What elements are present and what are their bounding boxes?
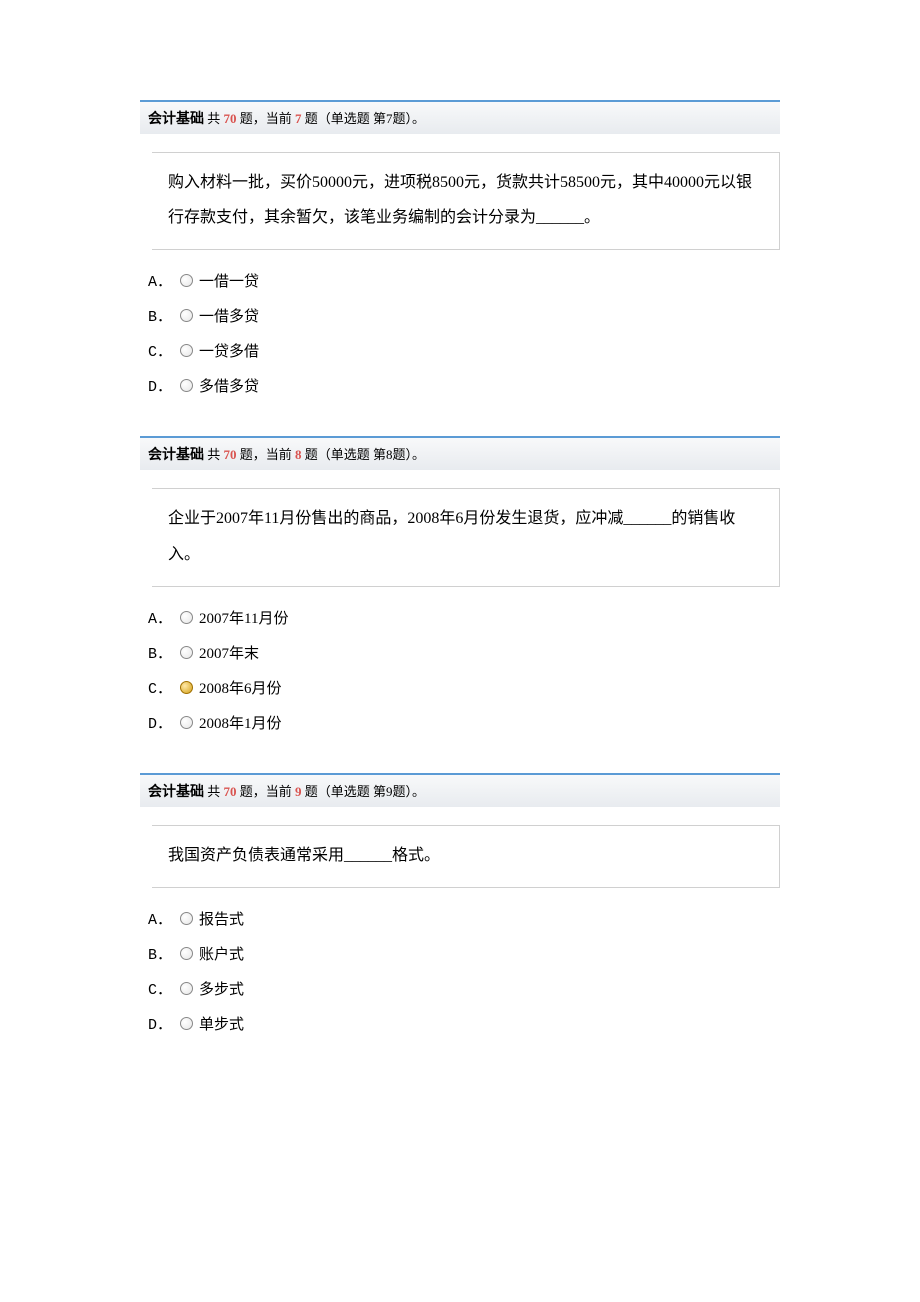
options-list: A． 报告式 B． 账户式 C． 多步式 D． 单步式 <box>140 908 780 1034</box>
option-row[interactable]: A． 一借一贷 <box>148 270 780 291</box>
option-text: 一借一贷 <box>199 270 259 291</box>
question-header-bar: 会计基础 共 70 题，当前 8 题（单选题 第8题）。 <box>140 436 780 470</box>
total-count: 70 <box>224 447 237 462</box>
option-row[interactable]: B． 账户式 <box>148 943 780 964</box>
option-letter: A． <box>148 908 176 929</box>
total-suffix: 题，当前 <box>237 447 296 462</box>
options-list: A． 一借一贷 B． 一借多贷 C． 一贷多借 D． 多借多贷 <box>140 270 780 396</box>
option-text: 账户式 <box>199 943 244 964</box>
total-prefix: 共 <box>204 447 224 462</box>
option-letter: D． <box>148 375 176 396</box>
option-letter: B． <box>148 943 176 964</box>
question-text: 购入材料一批，买价50000元，进项税8500元，货款共计58500元，其中40… <box>152 152 780 250</box>
total-prefix: 共 <box>204 111 224 126</box>
option-row[interactable]: D． 2008年1月份 <box>148 712 780 733</box>
option-text: 2007年11月份 <box>199 607 288 628</box>
option-row[interactable]: D． 多借多贷 <box>148 375 780 396</box>
radio-icon[interactable] <box>180 1017 193 1030</box>
option-text: 2008年6月份 <box>199 677 282 698</box>
total-count: 70 <box>224 111 237 126</box>
option-text: 2008年1月份 <box>199 712 282 733</box>
option-row[interactable]: D． 单步式 <box>148 1013 780 1034</box>
option-letter: B． <box>148 642 176 663</box>
radio-icon[interactable] <box>180 716 193 729</box>
radio-icon[interactable] <box>180 982 193 995</box>
radio-icon[interactable] <box>180 646 193 659</box>
option-row[interactable]: B． 2007年末 <box>148 642 780 663</box>
total-count: 70 <box>224 784 237 799</box>
question-block: 会计基础 共 70 题，当前 8 题（单选题 第8题）。企业于2007年11月份… <box>140 436 780 732</box>
option-text: 多步式 <box>199 978 244 999</box>
radio-icon[interactable] <box>180 344 193 357</box>
option-letter: A． <box>148 270 176 291</box>
option-text: 单步式 <box>199 1013 244 1034</box>
option-row[interactable]: A． 2007年11月份 <box>148 607 780 628</box>
option-text: 2007年末 <box>199 642 259 663</box>
radio-icon[interactable] <box>180 681 193 694</box>
section-label: 会计基础 <box>148 448 204 463</box>
option-letter: A． <box>148 607 176 628</box>
radio-icon[interactable] <box>180 274 193 287</box>
question-text: 我国资产负债表通常采用______格式。 <box>152 825 780 888</box>
total-suffix: 题，当前 <box>237 784 296 799</box>
option-row[interactable]: C． 多步式 <box>148 978 780 999</box>
type-label: 题（单选题 第8题）。 <box>302 447 426 462</box>
question-block: 会计基础 共 70 题，当前 7 题（单选题 第7题）。购入材料一批，买价500… <box>140 100 780 396</box>
radio-icon[interactable] <box>180 379 193 392</box>
total-prefix: 共 <box>204 784 224 799</box>
radio-icon[interactable] <box>180 611 193 624</box>
option-letter: D． <box>148 712 176 733</box>
option-text: 报告式 <box>199 908 244 929</box>
section-label: 会计基础 <box>148 785 204 800</box>
option-text: 一借多贷 <box>199 305 259 326</box>
radio-icon[interactable] <box>180 309 193 322</box>
type-label: 题（单选题 第9题）。 <box>302 784 426 799</box>
option-row[interactable]: C． 一贷多借 <box>148 340 780 361</box>
question-header-bar: 会计基础 共 70 题，当前 7 题（单选题 第7题）。 <box>140 100 780 134</box>
option-text: 一贷多借 <box>199 340 259 361</box>
option-letter: C． <box>148 978 176 999</box>
section-label: 会计基础 <box>148 112 204 127</box>
option-letter: D． <box>148 1013 176 1034</box>
option-row[interactable]: A． 报告式 <box>148 908 780 929</box>
options-list: A． 2007年11月份 B． 2007年末 C． 2008年6月份 D． 2008年1月份 <box>140 607 780 733</box>
question-text: 企业于2007年11月份售出的商品，2008年6月份发生退货，应冲减______… <box>152 488 780 586</box>
question-block: 会计基础 共 70 题，当前 9 题（单选题 第9题）。我国资产负债表通常采用_… <box>140 773 780 1034</box>
radio-icon[interactable] <box>180 912 193 925</box>
question-header-bar: 会计基础 共 70 题，当前 9 题（单选题 第9题）。 <box>140 773 780 807</box>
option-row[interactable]: C． 2008年6月份 <box>148 677 780 698</box>
radio-icon[interactable] <box>180 947 193 960</box>
type-label: 题（单选题 第7题）。 <box>302 111 426 126</box>
option-row[interactable]: B． 一借多贷 <box>148 305 780 326</box>
total-suffix: 题，当前 <box>237 111 296 126</box>
option-letter: C． <box>148 340 176 361</box>
option-letter: B． <box>148 305 176 326</box>
option-letter: C． <box>148 677 176 698</box>
option-text: 多借多贷 <box>199 375 259 396</box>
